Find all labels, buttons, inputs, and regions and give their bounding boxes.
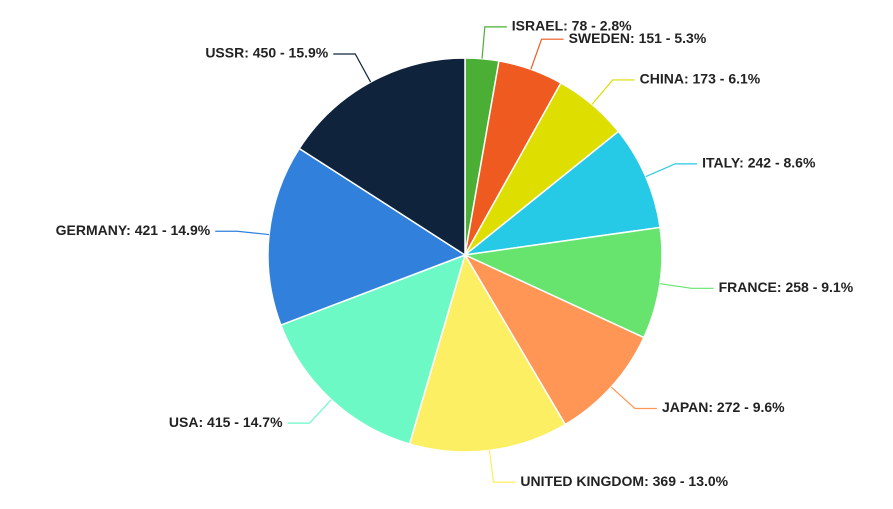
pie-slice: [408, 253, 567, 453]
leader-line: [481, 26, 507, 59]
pie-slice: [462, 130, 661, 257]
leader-line: [530, 38, 564, 70]
slice-label: ISRAEL: 78 - 2.8%: [512, 18, 632, 34]
slice-label: UNITED KINGDOM: 369 - 13.0%: [520, 473, 728, 489]
leader-line: [591, 79, 635, 105]
slice-label: FRANCE: 258 - 9.1%: [719, 279, 854, 295]
leader-line: [333, 53, 372, 83]
pie-slice: [279, 253, 467, 445]
slice-label: JAPAN: 272 - 9.6%: [662, 399, 785, 415]
leader-line: [287, 399, 332, 424]
leader-line: [610, 386, 657, 410]
leader-line: [659, 283, 714, 289]
slice-label: ITALY: 242 - 8.6%: [702, 155, 816, 171]
slice-label: USA: 415 - 14.7%: [169, 414, 283, 430]
leader-line: [215, 230, 270, 236]
pie-slice: [463, 253, 645, 426]
slice-label: USSR: 450 - 15.9%: [205, 45, 328, 61]
pie-slice: [462, 226, 663, 339]
pie-slice: [298, 57, 466, 257]
leader-line: [488, 450, 516, 483]
slice-label: SWEDEN: 151 - 5.3%: [569, 30, 707, 46]
slice-label: CHINA: 173 - 6.1%: [640, 71, 761, 87]
slice-label: GERMANY: 421 - 14.9%: [56, 222, 211, 238]
leader-line: [645, 163, 698, 178]
